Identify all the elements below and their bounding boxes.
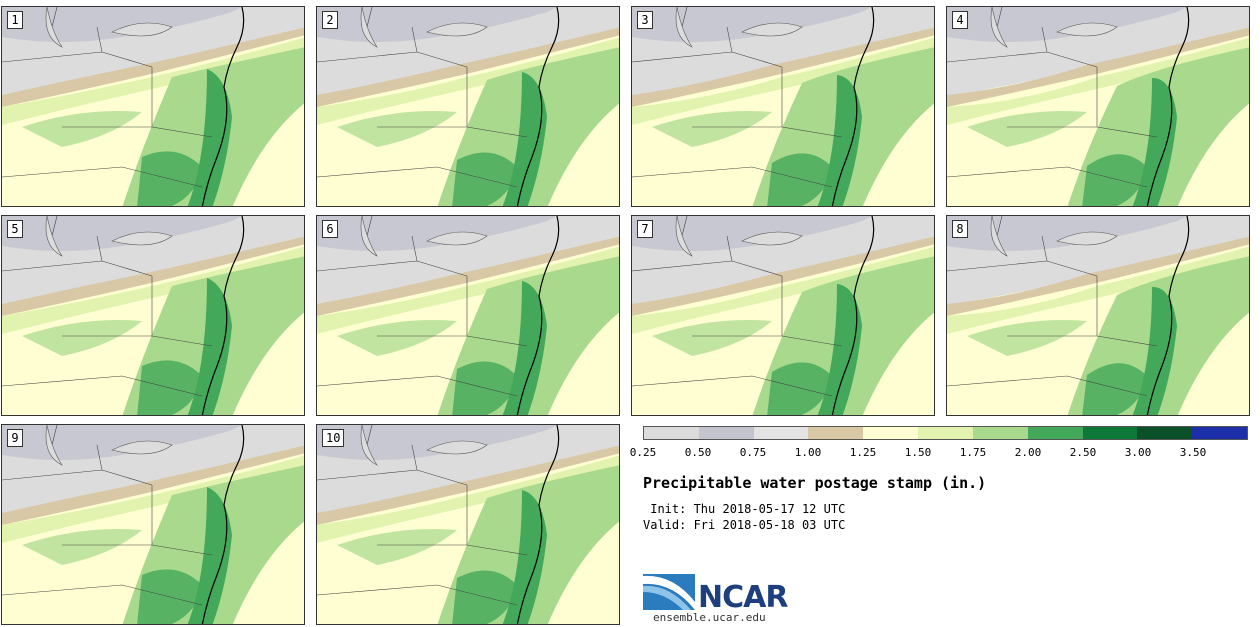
chart-title: Precipitable water postage stamp (in.) <box>643 474 987 492</box>
precipitable-water-map <box>632 216 934 415</box>
member-panel: 10 <box>316 424 620 625</box>
precipitable-water-map <box>317 216 619 415</box>
member-label: 2 <box>322 11 338 29</box>
colorbar-swatch <box>1137 427 1193 439</box>
colorbar-swatch <box>644 427 699 439</box>
colorbar-tick-label: 1.00 <box>794 446 822 459</box>
member-panel: 9 <box>1 424 305 625</box>
colorbar-tick-label: 0.75 <box>739 446 767 459</box>
precipitable-water-map <box>947 216 1249 415</box>
colorbar-tick-label: 0.25 <box>629 446 657 459</box>
precipitable-water-map <box>317 425 619 624</box>
member-label: 8 <box>952 220 968 238</box>
colorbar-tick-label: 1.50 <box>904 446 932 459</box>
colorbar-swatch <box>972 427 1028 439</box>
member-panel: 5 <box>1 215 305 416</box>
colorbar-tick-label: 1.75 <box>959 446 987 459</box>
member-label: 1 <box>7 11 23 29</box>
ncar-logo-icon <box>643 574 695 610</box>
precipitable-water-map <box>2 216 304 415</box>
member-label: 10 <box>322 429 345 447</box>
member-panel: 6 <box>316 215 620 416</box>
colorbar-tick-label: 2.50 <box>1069 446 1097 459</box>
colorbar-tick-label: 3.50 <box>1179 446 1207 459</box>
colorbar-tick-label: 3.00 <box>1124 446 1152 459</box>
colorbar-swatch <box>808 427 864 439</box>
colorbar-tick-label: 0.50 <box>684 446 712 459</box>
colorbar-swatch <box>698 427 754 439</box>
colorbar-swatch <box>1082 427 1138 439</box>
member-label: 4 <box>952 11 968 29</box>
colorbar-swatch <box>753 427 809 439</box>
member-panel: 3 <box>631 6 935 207</box>
member-label: 9 <box>7 429 23 447</box>
member-panel: 1 <box>1 6 305 207</box>
colorbar <box>643 426 1248 440</box>
ncar-logo-text: NCAR <box>698 580 788 615</box>
colorbar-swatch <box>863 427 919 439</box>
init-time: Init: Thu 2018-05-17 12 UTC <box>643 502 846 516</box>
member-panel: 8 <box>946 215 1250 416</box>
precipitable-water-map <box>2 425 304 624</box>
colorbar-tick-label: 1.25 <box>849 446 877 459</box>
member-label: 5 <box>7 220 23 238</box>
colorbar-swatch <box>1192 427 1247 439</box>
colorbar-tick-label: 2.00 <box>1014 446 1042 459</box>
member-label: 7 <box>637 220 653 238</box>
precipitable-water-map <box>632 7 934 206</box>
member-panel: 7 <box>631 215 935 416</box>
valid-time: Valid: Fri 2018-05-18 03 UTC <box>643 518 846 532</box>
colorbar-swatch <box>918 427 973 439</box>
member-label: 6 <box>322 220 338 238</box>
member-label: 3 <box>637 11 653 29</box>
website-url: ensemble.ucar.edu <box>653 611 766 624</box>
member-panel: 2 <box>316 6 620 207</box>
precipitable-water-map <box>2 7 304 206</box>
precipitable-water-map <box>317 7 619 206</box>
colorbar-swatch <box>1027 427 1083 439</box>
member-panel: 4 <box>946 6 1250 207</box>
precipitable-water-map <box>947 7 1249 206</box>
